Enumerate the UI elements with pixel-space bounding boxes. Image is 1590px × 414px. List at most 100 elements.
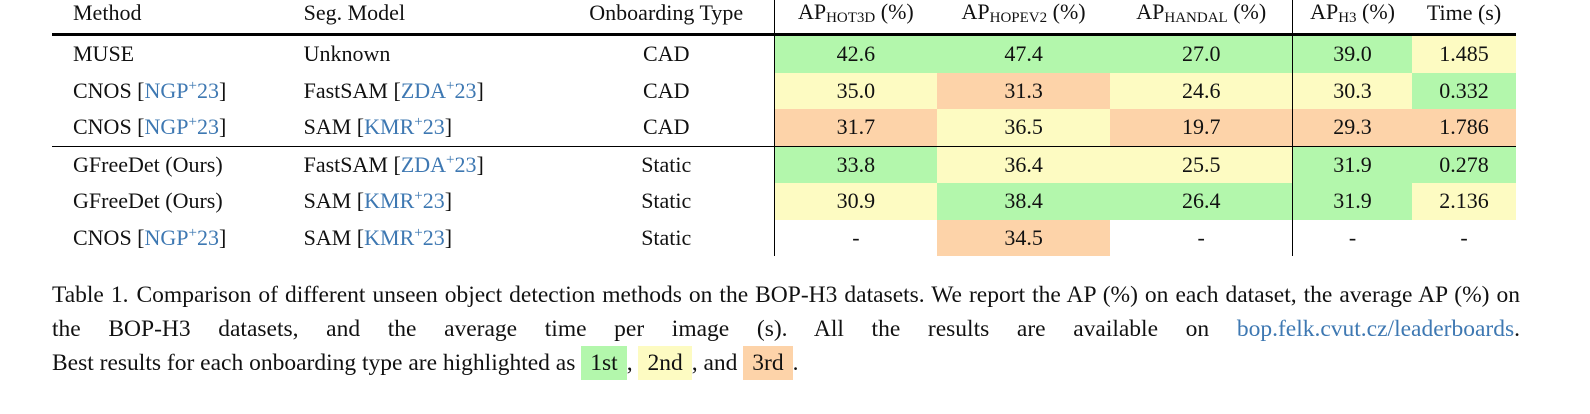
cell-text: 1.485 bbox=[1439, 41, 1489, 67]
cell-text: Static bbox=[641, 151, 692, 177]
table-cell: 27.0 bbox=[1110, 34, 1293, 73]
header-main: AP bbox=[797, 0, 827, 24]
caption-text: . bbox=[1514, 315, 1520, 342]
cell-text: CAD bbox=[643, 114, 690, 140]
cell-text: ] bbox=[444, 188, 453, 214]
cell-text: GFreeDet (Ours) bbox=[73, 151, 223, 177]
citation-key[interactable]: KMR bbox=[364, 188, 415, 214]
table-cell: 26.4 bbox=[1110, 183, 1293, 220]
citation-year[interactable]: 23 bbox=[197, 224, 219, 250]
header-unit: (%) bbox=[1233, 0, 1267, 24]
table-cell: Static bbox=[559, 183, 775, 220]
cell-text: FastSAM [ bbox=[303, 151, 401, 177]
table-cell: 2.136 bbox=[1412, 183, 1516, 220]
cell-text: CAD bbox=[643, 77, 690, 103]
citation-sup[interactable]: + bbox=[188, 77, 197, 94]
citation-key[interactable]: NGP bbox=[144, 224, 189, 250]
cell-text: 38.4 bbox=[1004, 188, 1043, 214]
header-cell: APHOPEV2 (%) bbox=[936, 0, 1111, 36]
table-cell: CAD bbox=[559, 35, 775, 73]
citation-year[interactable]: 23 bbox=[422, 188, 445, 214]
citation-sup[interactable]: + bbox=[188, 114, 197, 131]
cell-text: ] bbox=[219, 224, 227, 250]
cell-text: Unknown bbox=[303, 41, 391, 67]
citation-key[interactable]: KMR bbox=[364, 114, 415, 140]
cell-text: 42.6 bbox=[836, 41, 876, 67]
citation-year[interactable]: 23 bbox=[197, 77, 219, 103]
cell-text: ] bbox=[444, 114, 453, 140]
cell-text: SAM [ bbox=[303, 188, 365, 214]
cell-text: 33.8 bbox=[836, 151, 876, 177]
citation-key[interactable]: ZDA bbox=[400, 77, 447, 103]
table-cell: 34.5 bbox=[936, 219, 1111, 256]
cell-text: 29.3 bbox=[1333, 114, 1372, 140]
table-cell: 24.6 bbox=[1110, 72, 1293, 109]
table-cell: Static bbox=[558, 145, 775, 183]
cell-text: 2.136 bbox=[1439, 188, 1489, 214]
citation-year[interactable]: 23 bbox=[422, 114, 445, 140]
header-cell: Seg. Model bbox=[295, 0, 559, 36]
cell-text: 30.3 bbox=[1333, 77, 1372, 103]
citation-sup[interactable]: + bbox=[188, 224, 197, 241]
header-text: Method bbox=[73, 0, 142, 25]
cell-text: ] bbox=[219, 114, 227, 140]
cell-text: 1.786 bbox=[1439, 114, 1489, 140]
cell-text: 39.0 bbox=[1333, 41, 1372, 67]
cell-text: 0.278 bbox=[1439, 151, 1489, 177]
table-row: GFreeDet (Ours) SAM [KMR+23] Static 30.9 38.… bbox=[52, 183, 1516, 220]
cell-text: MUSE bbox=[73, 41, 135, 67]
table-cell: 35.0 bbox=[773, 72, 937, 109]
citation-year[interactable]: 23 bbox=[197, 114, 219, 140]
caption-text: , and bbox=[691, 350, 738, 376]
cell-text: GFreeDet (Ours) bbox=[73, 188, 223, 214]
header-text: Seg. Model bbox=[303, 0, 406, 25]
citation-year[interactable]: 23 bbox=[422, 224, 445, 250]
cell-text: 25.5 bbox=[1181, 151, 1221, 177]
caption-label: Table 1. bbox=[52, 282, 129, 308]
cell-text: - bbox=[1460, 224, 1468, 250]
header-cell: Method bbox=[52, 0, 296, 36]
citation-key[interactable]: NGP bbox=[144, 77, 189, 103]
table-cell: 30.3 bbox=[1292, 72, 1412, 109]
citation-key[interactable]: ZDA bbox=[400, 151, 447, 177]
table-cell: - bbox=[773, 219, 937, 256]
header-cell: APHOT3D (%) bbox=[773, 0, 937, 36]
citation-key[interactable]: KMR bbox=[364, 224, 415, 250]
citation-year[interactable]: 23 bbox=[454, 151, 477, 177]
cell-text: 36.5 bbox=[1004, 114, 1043, 140]
caption-text: Comparison of different unseen object de… bbox=[52, 282, 1520, 342]
citation-year[interactable]: 23 bbox=[454, 77, 477, 103]
results-table: Method Seg. Model Onboarding Type APHOT3D (… bbox=[52, 0, 1516, 256]
citation-sup[interactable]: + bbox=[414, 188, 423, 205]
cell-text: SAM [ bbox=[303, 224, 365, 250]
citation-key[interactable]: NGP bbox=[144, 114, 189, 140]
table-row: GFreeDet (Ours) FastSAM [ZDA+23] Static 33.… bbox=[52, 145, 1516, 183]
citation-sup[interactable]: + bbox=[446, 151, 455, 168]
table-cell: CNOS [NGP+23] bbox=[52, 109, 296, 146]
caption-link[interactable]: bop.felk.cvut.cz/leaderboards bbox=[1236, 315, 1515, 342]
cell-text: 31.9 bbox=[1333, 188, 1372, 214]
cell-text: 27.0 bbox=[1181, 41, 1221, 67]
cell-text: 26.4 bbox=[1181, 188, 1221, 214]
table-cell: 42.6 bbox=[773, 34, 937, 73]
header-cell: Onboarding Type bbox=[558, 0, 775, 36]
caption: Table 1. Comparison of different unseen o… bbox=[52, 279, 1520, 381]
table-cell: 31.9 bbox=[1292, 183, 1412, 220]
header-unit: (%) bbox=[1052, 0, 1086, 24]
cell-text: CNOS [ bbox=[73, 77, 145, 103]
cell-text: CAD bbox=[643, 41, 690, 67]
citation-sup[interactable]: + bbox=[414, 224, 423, 241]
cell-text: SAM [ bbox=[303, 114, 365, 140]
cell-text: ] bbox=[476, 77, 484, 103]
cell-text: ] bbox=[219, 77, 227, 103]
caption-text: . bbox=[792, 350, 799, 376]
citation-sup[interactable]: + bbox=[414, 114, 423, 131]
citation-sup[interactable]: + bbox=[446, 77, 455, 94]
header-text: Onboarding Type bbox=[589, 0, 744, 25]
table-cell: - bbox=[1292, 219, 1412, 256]
cell-text: 31.3 bbox=[1004, 77, 1043, 103]
table-row: CNOS [NGP+23] SAM [KMR+23] Static -34.5- - - bbox=[52, 219, 1516, 256]
header-text: Time (s) bbox=[1426, 0, 1502, 25]
table-cell: GFreeDet (Ours) bbox=[52, 145, 296, 183]
header-row: Method Seg. Model Onboarding Type APHOT3D (… bbox=[52, 0, 1516, 36]
